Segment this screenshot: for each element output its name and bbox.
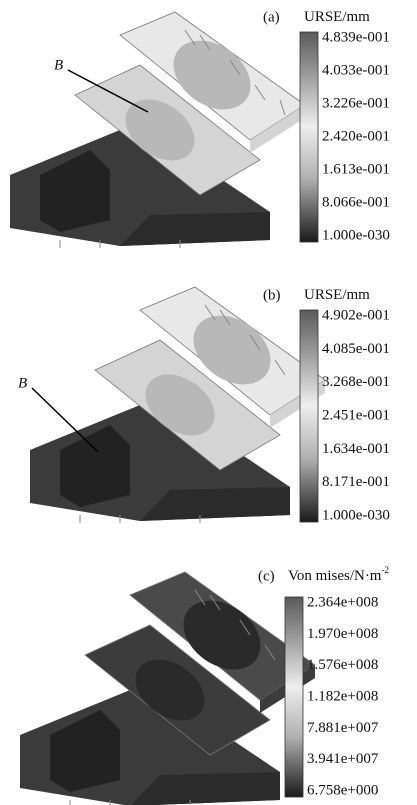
figure: (a) URSE/mm 4.839e-001 4.033e-001 3.226e-001…	[0, 0, 417, 805]
panel-label: (a)	[263, 9, 280, 25]
colorbar-tick-label: 3.268e-001	[322, 374, 390, 390]
panel-label: (b)	[263, 287, 281, 303]
colorbar-tick-label: 1.000e-030	[322, 227, 390, 243]
colorbar	[285, 597, 303, 797]
colorbar-tick-label: 4.085e-001	[322, 341, 390, 357]
colorbar-tick-label: 1.000e-030	[322, 507, 390, 523]
model-a	[10, 12, 305, 248]
colorbar-tick-label: 1.970e+008	[307, 626, 378, 642]
colorbar-tick-label: 2.420e-001	[322, 128, 390, 144]
colorbar-tick-label: 8.066e-001	[322, 194, 390, 210]
colorbar-tick-label: 8.171e-001	[322, 474, 390, 490]
colorbar-tick-label: 2.451e-001	[322, 407, 390, 423]
unit-title: Von mises/N·m-2	[288, 565, 389, 584]
colorbar-tick-label: 7.881e+007	[307, 720, 379, 736]
colorbar-tick-label: 3.226e-001	[322, 95, 390, 111]
panel-label: (c)	[258, 568, 275, 584]
annotation: B	[54, 57, 63, 73]
unit-title: URSE/mm	[304, 287, 370, 303]
colorbar-tick-label: 1.182e+008	[307, 688, 378, 704]
colorbar-tick-label: 3.941e+007	[307, 751, 379, 767]
colorbar	[300, 310, 318, 522]
colorbar-tick-label: 4.033e-001	[322, 62, 390, 78]
unit-text: URSE/mm	[304, 9, 370, 25]
colorbar-tick-label: 1.634e-001	[322, 441, 390, 457]
model-c	[20, 572, 315, 805]
unit-superscript: -2	[381, 565, 389, 575]
model-b	[30, 287, 325, 523]
unit-text: Von mises/N·m	[288, 568, 382, 584]
annotation: B	[18, 375, 27, 391]
colorbar-tick-label: 1.613e-001	[322, 161, 390, 177]
colorbar-tick-label: 4.839e-001	[322, 29, 390, 45]
colorbar-tick-label: 6.758e+000	[307, 782, 378, 798]
colorbar-tick-label: 4.902e-001	[322, 307, 390, 323]
colorbar-tick-label: 2.364e+008	[307, 594, 378, 610]
colorbar	[300, 32, 318, 242]
unit-text: URSE/mm	[304, 287, 370, 303]
page: {"panels": [ {"label": "(a)", "unit": "U…	[0, 0, 417, 805]
unit-title: URSE/mm	[304, 9, 370, 25]
colorbar-tick-label: 1.576e+008	[307, 657, 378, 673]
